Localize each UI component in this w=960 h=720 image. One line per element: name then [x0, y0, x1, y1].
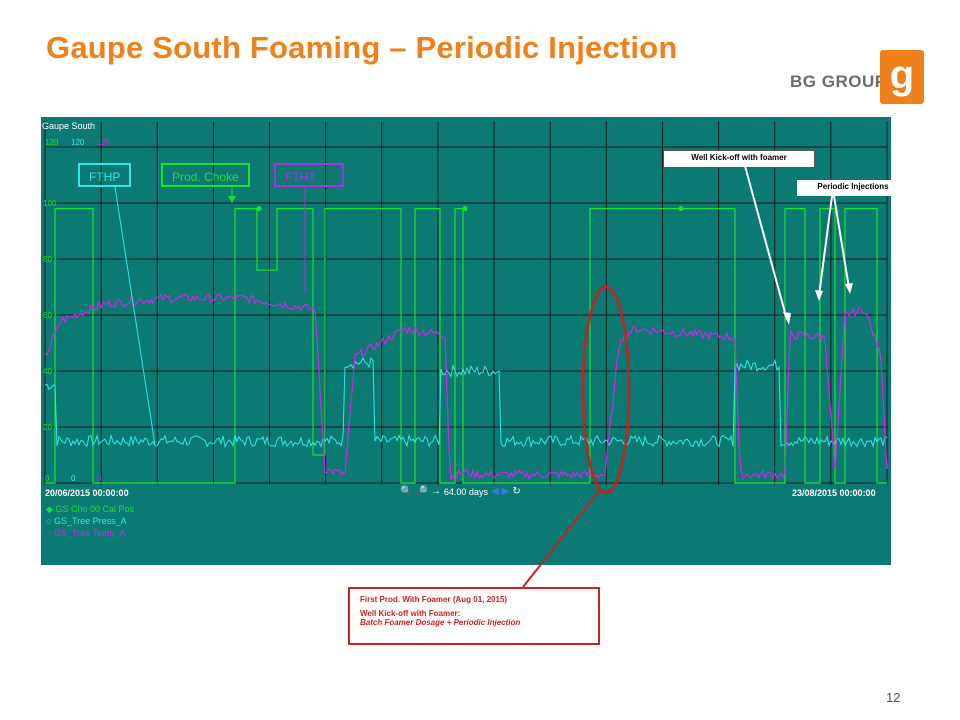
- y-max-label: 120: [97, 138, 111, 147]
- note-line-3: Batch Foamer Dosage + Periodic Injection: [360, 618, 521, 627]
- periodic-arrowhead-2-icon: [845, 283, 853, 294]
- y-max-label: 120: [71, 138, 85, 147]
- time-navigation: 🔍 🔎 → 64.00 days ◀ ▶ ↻: [400, 486, 521, 497]
- press-trace: [44, 356, 888, 449]
- brand-name: BG GROUP: [790, 72, 887, 91]
- legend-item: ○ GS_Tree Temp_A: [46, 527, 134, 539]
- choke-marker: [462, 206, 468, 212]
- choke-marker: [678, 206, 684, 212]
- legend-label: GS Cho 00 Cal Pos: [55, 504, 134, 514]
- kickoff-arrowhead-icon: [783, 312, 791, 325]
- tag-fthp: FTHP: [78, 163, 132, 187]
- trend-legend: ◆ GS Cho 00 Cal Pos ○ GS_Tree Press_A ○ …: [46, 503, 134, 539]
- note-line-2: Well Kick-off with Foamer:: [360, 609, 461, 618]
- y-tick-label: 100: [43, 199, 57, 208]
- y-tick-label: 60: [43, 311, 52, 320]
- note-line-1: First Prod. With Foamer (Aug 01, 2015): [360, 595, 508, 604]
- time-end-label: 23/08/2015 00:00:00: [792, 488, 876, 498]
- bg-group-logo-icon: g: [880, 50, 924, 104]
- legend-label: GS_Tree Press_A: [53, 516, 127, 526]
- tag-ftht: FTHT: [274, 163, 344, 187]
- time-start-label: 20/06/2015 00:00:00: [45, 488, 129, 498]
- periodic-arrow-2: [833, 195, 850, 289]
- slide-title: Gaupe South Foaming – Periodic Injection: [46, 30, 678, 65]
- legend-marker-icon: ○: [46, 528, 52, 538]
- first-prod-note: First Prod. With Foamer (Aug 01, 2015) W…: [348, 587, 600, 645]
- tag-prod-choke: Prod. Choke: [161, 163, 250, 187]
- y-tick-label: 80: [43, 255, 52, 264]
- panel-title: Gaupe South: [42, 121, 96, 131]
- y-tick-label: 40: [43, 367, 52, 376]
- page-number: 12: [886, 690, 901, 705]
- callout-kickoff: Well Kick-off with foamer: [663, 150, 815, 168]
- legend-item: ○ GS_Tree Press_A: [46, 515, 134, 527]
- y-min-label: 0: [71, 474, 76, 483]
- scroll-forward-icon[interactable]: ▶: [501, 486, 510, 497]
- zoom-out-icon[interactable]: 🔎: [415, 486, 428, 497]
- choke-arrowhead-icon: [228, 196, 236, 203]
- periodic-arrow-1: [818, 195, 833, 297]
- legend-marker-icon: ◆: [46, 504, 53, 514]
- y-min-label: 0: [45, 474, 50, 483]
- legend-marker-icon: ○: [46, 516, 52, 526]
- legend-item: ◆ GS Cho 00 Cal Pos: [46, 503, 134, 515]
- y-tick-label: 20: [43, 423, 52, 432]
- scroll-back-icon[interactable]: ◀: [490, 486, 499, 497]
- temp-trace: [44, 293, 888, 482]
- trend-chart: 100 80 60 40 20 120 120 120 0 0 0: [43, 121, 888, 485]
- refresh-icon[interactable]: ↻: [512, 486, 521, 497]
- choke-trace: [45, 208, 887, 484]
- zoom-in-icon[interactable]: 🔍: [400, 486, 413, 497]
- span-label[interactable]: 64.00 days: [443, 486, 488, 497]
- svg-text:g: g: [890, 53, 914, 97]
- y-min-label: 0: [97, 474, 102, 483]
- choke-marker: [256, 206, 262, 212]
- trend-panel: 100 80 60 40 20 120 120 120 0 0 0: [41, 117, 891, 565]
- fthp-pointer: [114, 186, 156, 446]
- kickoff-arrow: [744, 165, 788, 321]
- first-prod-highlight: [581, 285, 631, 495]
- span-icon: →: [430, 486, 441, 497]
- first-prod-pointer: [522, 489, 601, 588]
- periodic-arrowhead-1-icon: [815, 290, 823, 301]
- y-max-label: 120: [45, 138, 59, 147]
- legend-label: GS_Tree Temp_A: [53, 528, 126, 538]
- callout-periodic: Periodic Injections: [797, 180, 909, 196]
